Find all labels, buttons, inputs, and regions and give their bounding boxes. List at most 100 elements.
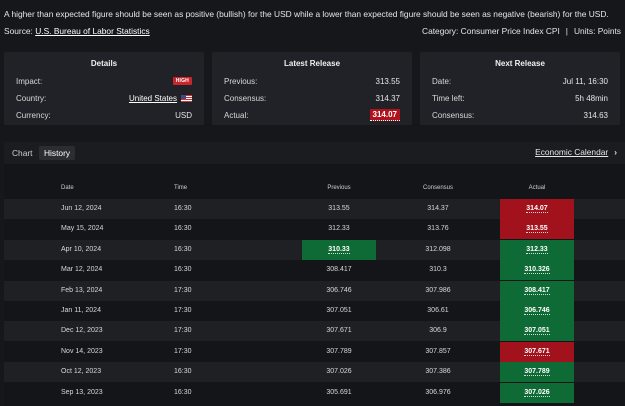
country-name: United States	[128, 93, 177, 103]
header-time: Time	[174, 185, 188, 191]
table-row: Feb 13, 2024 17:30 306.746 307.986 308.417	[4, 280, 625, 301]
latest-actual-row: Actual: 314.07	[224, 109, 400, 121]
cell-consensus: 313.76	[427, 225, 449, 233]
cell-actual-value: 307.789	[524, 368, 550, 377]
economic-calendar-label: Economic Calendar	[535, 147, 609, 157]
cell-time: 16:30	[174, 245, 192, 253]
latest-previous-label: Previous:	[224, 76, 258, 86]
next-consensus-value: 314.63	[583, 110, 608, 120]
tab-chart[interactable]: Chart	[12, 148, 33, 158]
cell-actual-value: 308.417	[524, 286, 550, 295]
economic-calendar-link[interactable]: Economic Calendar ›	[535, 147, 617, 157]
header-date: Date	[61, 185, 74, 191]
cell-consensus: 306.61	[427, 307, 449, 314]
table-row: Sep 13, 2023 16:30 305.691 306.976 307.026	[4, 382, 625, 403]
table-row: May 15, 2024 16:30 312.33 313.76 313.55	[4, 219, 625, 240]
impact-row: Impact: HIGH	[16, 75, 192, 87]
cell-actual-value: 314.07	[526, 205, 548, 213]
cell-consensus: 310.3	[429, 266, 447, 274]
latest-previous-value: 313.55	[375, 76, 400, 86]
cell-consensus: 306.9	[429, 327, 447, 335]
next-title: Next Release	[495, 59, 545, 68]
country-label: Country:	[16, 93, 47, 103]
table-row: Jan 11, 2024 17:30 307.051 306.61 306.746	[4, 301, 625, 321]
cell-time: 16:30	[174, 205, 192, 212]
cell-actual: 308.417	[500, 280, 574, 301]
latest-title: Latest Release	[283, 59, 341, 68]
cell-actual-value: 307.051	[524, 327, 550, 336]
cell-date: May 15, 2024	[61, 225, 104, 233]
source-label: Source:	[4, 26, 33, 36]
cell-time: 16:30	[174, 388, 192, 396]
cell-time: 17:30	[174, 327, 192, 335]
cell-date: Sep 13, 2023	[61, 388, 103, 396]
cell-date: Jun 12, 2024	[61, 205, 102, 212]
cell-time: 16:30	[174, 225, 192, 233]
cell-time: 16:30	[174, 266, 192, 274]
category-text: Category: Consumer Price Index CPI	[422, 26, 560, 36]
cell-actual: 310.326	[500, 260, 574, 281]
details-card: Details Impact: HIGH Country: United Sta…	[4, 52, 204, 125]
table-row: Nov 14, 2023 17:30 307.789 307.857 307.671	[4, 341, 625, 362]
latest-actual-value: 314.07	[369, 109, 400, 121]
next-date-label: Date:	[432, 76, 452, 86]
cell-actual: 307.671	[500, 341, 574, 362]
table-row: Dec 12, 2023 17:30 307.671 306.9 307.051	[4, 321, 625, 342]
cell-previous: 307.026	[326, 368, 352, 376]
cell-previous: 312.33	[328, 225, 350, 233]
cell-time: 17:30	[174, 307, 192, 314]
next-consensus-row: Consensus: 314.63	[432, 109, 608, 121]
details-title: Details	[90, 59, 118, 68]
history-table: Date Time Previous Consensus Actual Jun …	[4, 164, 625, 406]
chevron-right-icon: ›	[614, 147, 617, 157]
currency-value: USD	[175, 110, 192, 120]
tabs-bar: Chart History Economic Calendar ›	[4, 142, 625, 164]
time-left-label: Time left:	[432, 93, 465, 103]
cell-previous-value: 310.33	[328, 245, 350, 254]
table-row: Mar 12, 2024 16:30 308.417 310.3 310.326	[4, 260, 625, 281]
cell-actual: 307.051	[500, 321, 574, 342]
cell-date: Dec 12, 2023	[61, 327, 103, 335]
country-link[interactable]: United States	[129, 94, 192, 103]
table-row: Apr 10, 2024 16:30 310.33 312.098 312.33	[4, 239, 625, 260]
cell-actual-value: 313.55	[526, 225, 548, 234]
latest-previous-row: Previous: 313.55	[224, 75, 400, 87]
event-description: A higher than expected figure should be …	[4, 9, 609, 19]
next-consensus-label: Consensus:	[432, 110, 475, 120]
header-consensus: Consensus	[422, 185, 454, 191]
cell-previous: 306.746	[326, 286, 352, 294]
cell-actual: 314.07	[500, 199, 574, 219]
next-date-value: Jul 11, 16:30	[562, 76, 608, 86]
latest-consensus-row: Consensus: 314.37	[224, 92, 400, 104]
latest-consensus-label: Consensus:	[224, 93, 267, 103]
cell-previous: 310.33	[302, 239, 376, 260]
tab-history[interactable]: History	[39, 146, 76, 160]
cell-consensus: 307.386	[425, 368, 451, 376]
cell-actual: 312.33	[500, 239, 574, 260]
cell-time: 17:30	[174, 347, 192, 355]
category-line: Category: Consumer Price Index CPI | Units…	[422, 26, 621, 36]
impact-badge: HIGH	[172, 77, 192, 85]
cell-actual: 313.55	[500, 219, 574, 240]
cell-date: Feb 13, 2024	[61, 286, 103, 294]
time-left-value: 5h 48min	[575, 93, 608, 103]
source-link[interactable]: U.S. Bureau of Labor Statistics	[35, 26, 150, 36]
time-left-row: Time left: 5h 48min	[432, 92, 608, 104]
next-date-row: Date: Jul 11, 16:30	[432, 75, 608, 87]
cell-actual: 306.746	[500, 301, 574, 321]
cell-date: Jan 11, 2024	[61, 307, 101, 314]
header-actual: Actual	[528, 185, 546, 191]
cell-time: 16:30	[174, 368, 192, 376]
cell-consensus: 306.976	[425, 388, 451, 396]
cell-previous: 305.691	[326, 388, 352, 396]
cell-consensus: 307.986	[425, 286, 451, 294]
impact-label: Impact:	[16, 76, 43, 86]
cell-consensus: 307.857	[425, 347, 451, 355]
latest-actual-label: Actual:	[224, 110, 249, 120]
next-release-card: Next Release Date: Jul 11, 16:30 Time le…	[420, 52, 620, 125]
cell-previous: 307.051	[326, 307, 352, 314]
country-row: Country: United States	[16, 92, 192, 104]
cell-actual-value: 307.026	[524, 388, 550, 397]
cell-previous: 307.789	[326, 347, 352, 355]
cell-date: Oct 12, 2023	[61, 368, 102, 376]
